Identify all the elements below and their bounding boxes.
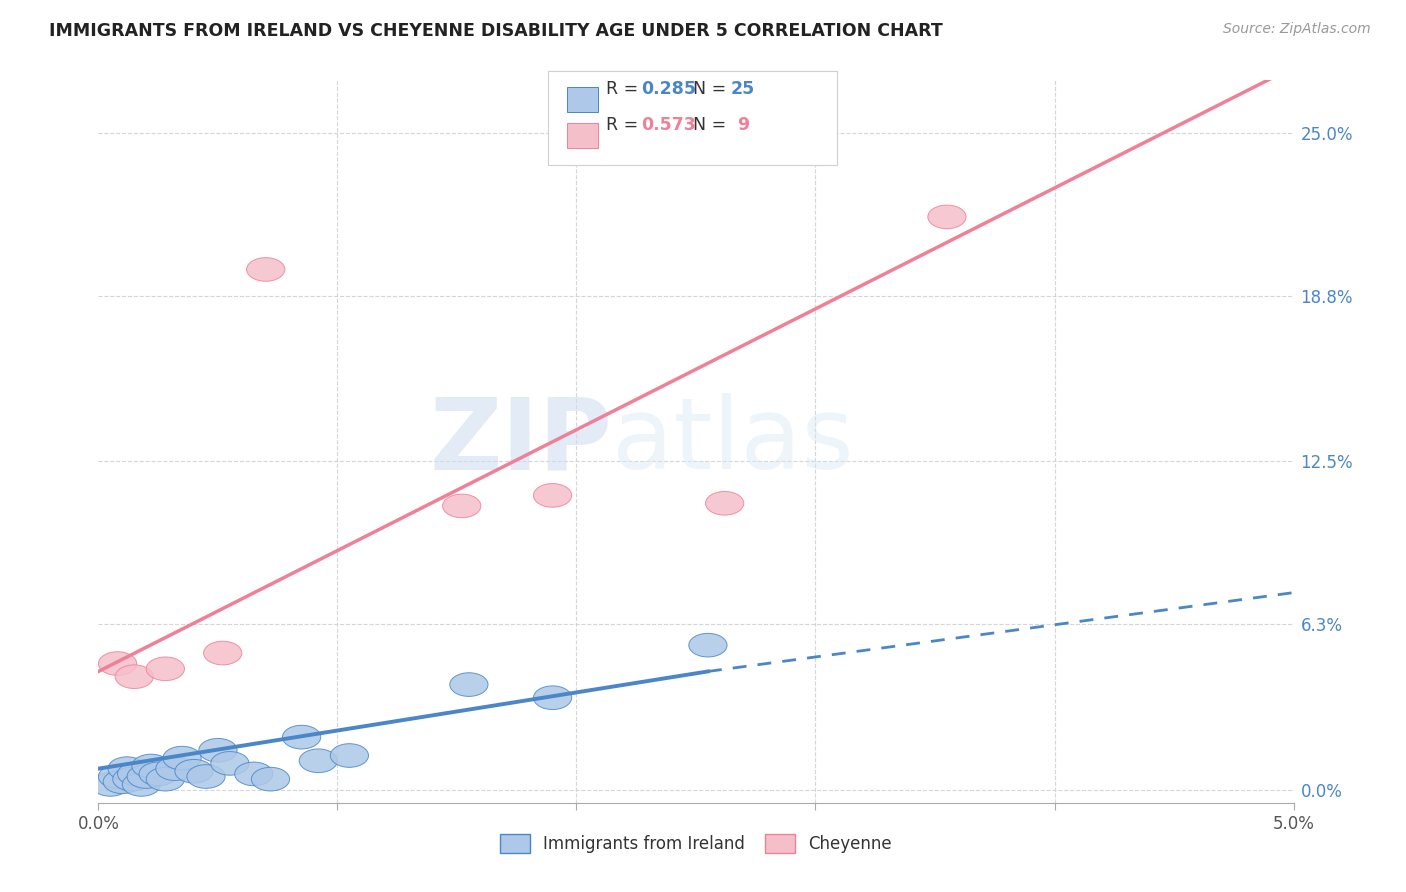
Ellipse shape [146,767,184,791]
Ellipse shape [115,665,153,689]
Text: 0.573: 0.573 [641,116,696,134]
Ellipse shape [533,686,572,709]
Ellipse shape [156,756,194,780]
Ellipse shape [204,641,242,665]
Ellipse shape [98,764,136,789]
Ellipse shape [127,764,166,789]
Ellipse shape [91,772,129,797]
Text: atlas: atlas [613,393,853,490]
Ellipse shape [108,756,146,780]
Ellipse shape [146,657,184,681]
Ellipse shape [928,205,966,228]
Ellipse shape [118,762,156,786]
Ellipse shape [299,749,337,772]
Ellipse shape [112,767,150,791]
Ellipse shape [443,494,481,517]
Ellipse shape [450,673,488,697]
Legend: Immigrants from Ireland, Cheyenne: Immigrants from Ireland, Cheyenne [494,827,898,860]
Ellipse shape [132,755,170,778]
Text: ZIP: ZIP [429,393,613,490]
Ellipse shape [98,652,136,675]
Ellipse shape [139,762,177,786]
Ellipse shape [706,491,744,515]
Ellipse shape [533,483,572,508]
Ellipse shape [187,764,225,789]
Text: R =: R = [606,116,644,134]
Ellipse shape [689,633,727,657]
Ellipse shape [246,258,285,281]
Ellipse shape [252,767,290,791]
Ellipse shape [211,752,249,775]
Text: 0.285: 0.285 [641,80,696,98]
Text: 25: 25 [731,80,755,98]
Ellipse shape [174,759,214,783]
Ellipse shape [330,744,368,767]
Ellipse shape [103,770,142,794]
Ellipse shape [235,762,273,786]
Text: N =: N = [693,80,733,98]
Ellipse shape [198,739,238,762]
Text: 9: 9 [737,116,749,134]
Ellipse shape [122,772,160,797]
Ellipse shape [283,725,321,749]
Text: Source: ZipAtlas.com: Source: ZipAtlas.com [1223,22,1371,37]
Text: N =: N = [693,116,733,134]
Text: IMMIGRANTS FROM IRELAND VS CHEYENNE DISABILITY AGE UNDER 5 CORRELATION CHART: IMMIGRANTS FROM IRELAND VS CHEYENNE DISA… [49,22,943,40]
Ellipse shape [163,747,201,770]
Text: R =: R = [606,80,644,98]
